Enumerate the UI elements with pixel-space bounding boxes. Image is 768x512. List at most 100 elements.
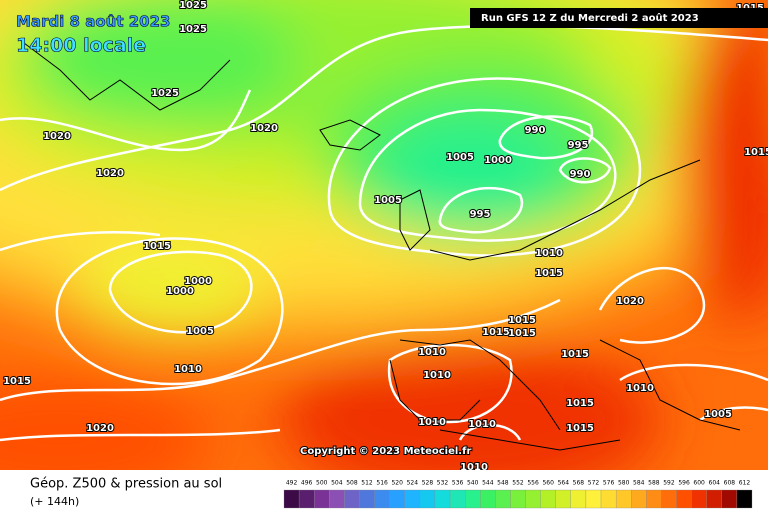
- colorbar-label: 564: [558, 480, 570, 487]
- isobar-label: 1025: [179, 0, 207, 11]
- isobar-label: 1020: [43, 131, 71, 142]
- colorbar-swatch: [298, 489, 315, 509]
- colorbar-swatch: [555, 489, 571, 509]
- isobar-label: 1015: [535, 268, 563, 279]
- colorbar-swatch: [404, 489, 421, 509]
- colorbar-swatch: [600, 489, 617, 509]
- colorbar-label: 528: [422, 480, 434, 487]
- colorbar-swatch: [585, 489, 602, 509]
- colorbar-swatch: [676, 489, 692, 509]
- isobar-label: 1010: [460, 462, 488, 470]
- colorbar-label: 544: [482, 480, 494, 487]
- colorbar-swatch: [540, 489, 556, 509]
- isobar-label: 1010: [418, 417, 446, 428]
- isobar-label: 1010: [535, 248, 563, 259]
- colorbar-label: 596: [678, 480, 690, 487]
- isobar-label: 1010: [468, 419, 496, 430]
- isobar-label: 1015: [143, 241, 171, 252]
- colorbar-label: 612: [739, 480, 751, 487]
- colorbar-swatch: [691, 489, 707, 509]
- colorbar-label: 492: [286, 480, 298, 487]
- isobar-label: 1015: [3, 376, 31, 387]
- z500-field: [0, 0, 768, 470]
- colorbar-label: 536: [452, 480, 464, 487]
- isobar-label: 1015: [566, 423, 594, 434]
- isobar-label: 990: [525, 125, 546, 136]
- colorbar-swatch: [615, 489, 632, 509]
- isobar-label: 1015: [566, 398, 594, 409]
- isobar-label: 1015: [508, 328, 536, 339]
- colorbar-label: 580: [618, 480, 630, 487]
- isobar-label: 1010: [423, 370, 451, 381]
- colorbar-swatch: [389, 489, 405, 509]
- map: 1025102510251020102010201015100010001005…: [0, 0, 768, 470]
- colorbar-label: 512: [361, 480, 373, 487]
- isobar-label: 990: [570, 169, 591, 180]
- run-box: [470, 8, 768, 28]
- isobar-label: 1000: [184, 276, 212, 287]
- colorbar-label: 600: [693, 480, 705, 487]
- colorbar-swatch: [510, 489, 526, 509]
- colorbar-swatch: [329, 489, 345, 509]
- isobars: [0, 24, 768, 442]
- isobar-label: 1015: [744, 147, 768, 158]
- isobar-label: 1015: [482, 327, 510, 338]
- isobar-label: 1010: [174, 364, 202, 375]
- colorbar-label: 576: [603, 480, 615, 487]
- isobar-label: 1015: [508, 315, 536, 326]
- isobar-label: 1015: [561, 349, 589, 360]
- isobar-label: 1010: [626, 383, 654, 394]
- colorbar-label: 540: [467, 480, 479, 487]
- lead-time: (+ 144h): [30, 495, 79, 508]
- isobar-label: 995: [470, 209, 491, 220]
- isobar-label: 1000: [166, 286, 194, 297]
- colorbar-swatch: [344, 489, 360, 509]
- colorbar-swatch: [661, 489, 677, 509]
- isobar-label: 1020: [86, 423, 114, 434]
- isobar-label: 1020: [250, 123, 278, 134]
- coastlines: [19, 39, 741, 451]
- isobar-label: 1020: [96, 168, 124, 179]
- colorbar-label: 604: [709, 480, 721, 487]
- colorbar-label: 568: [573, 480, 585, 487]
- isobar-label: 1005: [374, 195, 402, 206]
- colorbar-label: 608: [724, 480, 736, 487]
- valid-date: Mardi 8 août 2023: [16, 13, 170, 31]
- colorbar-swatch: [646, 489, 662, 509]
- isobar-label: 1005: [186, 326, 214, 337]
- isobar-label: 1025: [179, 24, 207, 35]
- colorbar-label: 592: [663, 480, 675, 487]
- isobar-label: 1020: [616, 296, 644, 307]
- colorbar-swatch: [419, 489, 436, 509]
- isobar-label: 1005: [704, 409, 732, 420]
- colorbar-swatch: [465, 489, 481, 509]
- colorbar-label: 532: [437, 480, 449, 487]
- isobar-label: 1025: [151, 88, 179, 99]
- isobar-label: 1000: [484, 155, 512, 166]
- colorbar-label: 520: [391, 480, 403, 487]
- colorbar-label: 588: [648, 480, 660, 487]
- colorbar-label: 516: [376, 480, 388, 487]
- legend-bar: Géop. Z500 & pression au sol (+ 144h) 49…: [30, 477, 753, 509]
- colorbar-swatch: [283, 489, 300, 509]
- colorbar-label: 584: [633, 480, 645, 487]
- colorbar-swatch: [480, 489, 496, 509]
- colorbar-swatch: [314, 489, 330, 509]
- valid-time: 14:00 locale: [16, 35, 146, 57]
- colorbar-label: 496: [301, 480, 313, 487]
- colorbar-swatch: [359, 489, 375, 509]
- product-title: Géop. Z500 & pression au sol: [30, 477, 222, 492]
- colorbar-label: 572: [588, 480, 600, 487]
- colorbar-label: 508: [346, 480, 358, 487]
- colorbar-swatch: [570, 489, 587, 509]
- colorbar-label: 560: [542, 480, 554, 487]
- colorbar-swatch: [525, 489, 541, 509]
- colorbar: 492 496 500 504 508 512 516 520 524 528 532 536 540 5…: [283, 480, 753, 509]
- colorbar-label: 556: [527, 480, 539, 487]
- colorbar-swatch: [736, 489, 753, 509]
- colorbar-swatch: [374, 489, 390, 509]
- copyright: Copyright © 2023 Meteociel.fr: [300, 446, 471, 457]
- colorbar-swatch: [449, 489, 466, 509]
- isobar-label: 1010: [418, 347, 446, 358]
